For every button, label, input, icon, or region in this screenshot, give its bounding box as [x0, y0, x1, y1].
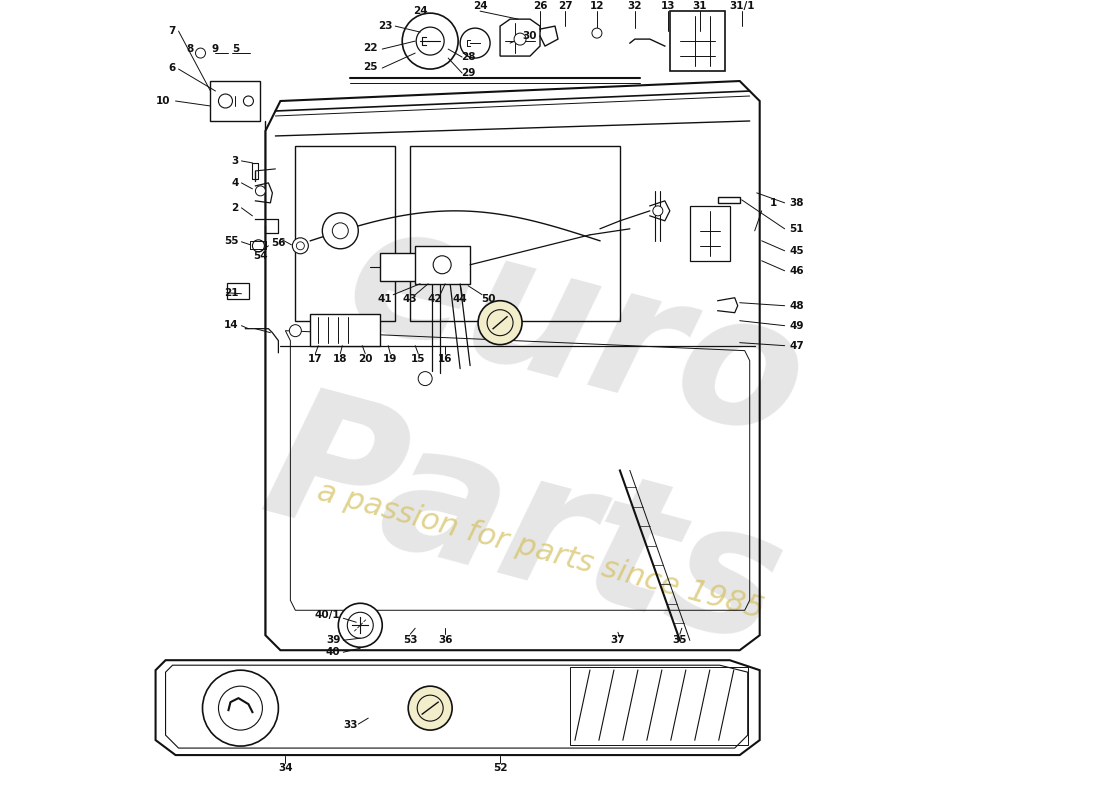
Text: 24: 24	[412, 6, 428, 16]
Text: 30: 30	[522, 31, 537, 41]
Bar	[690, 206, 729, 261]
Text: 1: 1	[770, 198, 777, 208]
Circle shape	[219, 94, 232, 108]
Text: 52: 52	[493, 763, 507, 773]
Circle shape	[322, 213, 359, 249]
Bar	[310, 314, 381, 346]
Bar	[718, 197, 739, 203]
Text: 50: 50	[481, 294, 495, 304]
Text: 40/1: 40/1	[315, 610, 340, 620]
Text: 28: 28	[461, 52, 475, 62]
Bar	[381, 253, 440, 281]
Text: 22: 22	[363, 43, 377, 53]
Text: 33: 33	[343, 720, 358, 730]
Circle shape	[403, 13, 458, 69]
Text: a passion for parts since 1985: a passion for parts since 1985	[314, 477, 767, 624]
Circle shape	[592, 28, 602, 38]
Text: 39: 39	[326, 635, 340, 646]
Text: 54: 54	[253, 250, 267, 261]
Text: 6: 6	[168, 63, 176, 73]
Text: 9: 9	[212, 44, 219, 54]
Circle shape	[408, 686, 452, 730]
Circle shape	[478, 301, 522, 345]
Circle shape	[653, 206, 663, 216]
Text: 13: 13	[661, 1, 675, 11]
Text: 41: 41	[378, 294, 393, 304]
Text: 4: 4	[231, 178, 239, 188]
Circle shape	[296, 242, 305, 250]
Circle shape	[202, 670, 278, 746]
Text: 35: 35	[672, 635, 688, 646]
Text: 10: 10	[156, 96, 170, 106]
Circle shape	[417, 695, 443, 721]
Circle shape	[243, 96, 253, 106]
Text: 55: 55	[224, 236, 239, 246]
Text: 24: 24	[473, 1, 487, 11]
Circle shape	[332, 223, 349, 239]
Circle shape	[293, 238, 308, 254]
Text: 31/1: 31/1	[729, 1, 755, 11]
Text: 34: 34	[278, 763, 293, 773]
Text: 56: 56	[271, 238, 286, 248]
Circle shape	[255, 186, 265, 196]
Text: 31: 31	[693, 1, 707, 11]
Text: 44: 44	[453, 294, 468, 304]
Text: 23: 23	[378, 21, 393, 31]
Text: 7: 7	[168, 26, 176, 36]
Text: 8: 8	[186, 44, 194, 54]
Text: 29: 29	[461, 68, 475, 78]
Text: 21: 21	[224, 288, 239, 298]
Text: 5: 5	[232, 44, 239, 54]
Bar	[415, 246, 470, 284]
Text: 46: 46	[790, 266, 804, 276]
Text: 48: 48	[790, 301, 804, 310]
Circle shape	[514, 33, 526, 45]
Bar	[670, 11, 725, 71]
Circle shape	[252, 240, 264, 252]
Circle shape	[219, 686, 263, 730]
Text: 17: 17	[308, 354, 322, 364]
Text: 49: 49	[790, 321, 804, 330]
Circle shape	[348, 612, 373, 638]
Text: 19: 19	[383, 354, 397, 364]
Text: 12: 12	[590, 1, 604, 11]
Text: 47: 47	[790, 341, 804, 350]
Text: 15: 15	[411, 354, 426, 364]
Text: 25: 25	[363, 62, 377, 72]
Circle shape	[339, 603, 382, 647]
Circle shape	[289, 325, 301, 337]
Text: 18: 18	[333, 354, 348, 364]
Circle shape	[487, 310, 513, 336]
Text: 27: 27	[558, 1, 572, 11]
Text: 14: 14	[223, 320, 239, 330]
Circle shape	[433, 256, 451, 274]
Text: 45: 45	[790, 246, 804, 256]
Text: 2: 2	[231, 203, 239, 213]
Circle shape	[460, 28, 491, 58]
Circle shape	[196, 48, 206, 58]
Text: euro
Parts: euro Parts	[248, 179, 852, 682]
Text: 20: 20	[358, 354, 373, 364]
Circle shape	[418, 372, 432, 386]
Text: 36: 36	[438, 635, 452, 646]
Bar	[228, 282, 250, 298]
Text: 37: 37	[610, 635, 625, 646]
Text: 51: 51	[790, 224, 804, 234]
Text: 3: 3	[231, 156, 239, 166]
Text: 16: 16	[438, 354, 452, 364]
Text: 38: 38	[790, 198, 804, 208]
Circle shape	[416, 27, 444, 55]
Text: 53: 53	[403, 635, 418, 646]
Text: 42: 42	[428, 294, 442, 304]
Text: 26: 26	[532, 1, 548, 11]
Text: 32: 32	[628, 1, 642, 11]
Text: 43: 43	[403, 294, 418, 304]
Text: 40: 40	[326, 647, 340, 658]
